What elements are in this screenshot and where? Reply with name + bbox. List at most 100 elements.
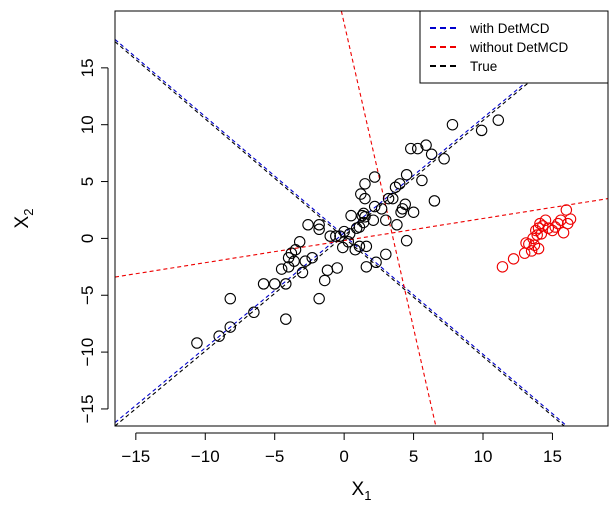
data-point [393,178,406,190]
data-point [370,256,382,269]
legend: with DetMCD without DetMCD True [419,10,609,84]
data-point [368,200,381,213]
fit-line-with-detmcd-1 [115,39,568,426]
legend-label: with DetMCD [469,21,550,36]
y-tick-label: 10 [78,115,97,134]
data-point [313,219,325,231]
data-point [536,220,549,232]
y-tick-label: −10 [78,338,97,367]
data-point [248,306,260,319]
data-point [360,240,373,253]
data-point [306,251,318,264]
data-point [386,192,399,205]
y-axis-title-base: X [12,215,33,228]
data-point [552,217,564,230]
legend-label: True [470,59,497,74]
y-tick-label: 5 [78,177,97,186]
data-point [407,206,420,218]
data-point [380,214,392,226]
data-point [318,274,331,287]
data-point [359,211,371,223]
y-tick-label: 0 [78,234,97,243]
y-axis-title: X2 [12,209,36,229]
data-point [331,262,343,274]
y-tick-label: −5 [78,286,97,305]
data-point [257,278,270,290]
data-point [324,230,337,242]
fit-line-without-detmcd-4 [115,198,608,278]
data-point [296,266,309,279]
data-point [525,245,538,257]
data-point [224,321,237,333]
data-point [275,263,288,275]
fit-line-without-detmcd-5 [340,11,437,426]
x-tick-label: 0 [339,447,348,466]
data-points [191,114,577,349]
y-tick-label: 15 [78,58,97,77]
data-point [302,219,314,231]
fit-line-true-3 [115,41,565,426]
legend-label: without DetMCD [469,40,569,55]
data-point [400,168,413,181]
data-point [400,234,413,247]
data-point [425,148,438,161]
data-point [496,261,509,273]
x-tick-label: −10 [191,447,220,466]
data-point [321,264,334,276]
x-axis-title: X1 [352,479,372,503]
data-point [213,330,225,342]
data-point [349,244,362,256]
x-axis-title-base: X [352,479,365,500]
y-axis-title-subscript: 2 [21,209,36,216]
data-point [391,219,403,231]
data-point [416,174,428,187]
data-point [280,313,292,325]
data-point [382,192,395,205]
x-axis: −15 −10 −5 0 5 10 15 [121,432,562,466]
data-point [367,214,380,226]
data-point [389,181,402,193]
data-point [353,240,366,253]
data-point [359,178,371,190]
data-point [546,224,559,237]
plot-area-border [114,10,609,427]
data-point [380,248,392,261]
data-point [539,214,552,226]
data-point [549,221,561,233]
data-point [420,139,432,151]
data-point [355,188,367,200]
data-point [428,195,441,207]
data-point [535,228,548,240]
data-point [475,124,488,137]
data-point [293,236,306,248]
fit-line-true-2 [115,16,608,426]
data-point [564,213,577,225]
data-point [368,171,381,183]
x-tick-label: 5 [409,447,418,466]
data-point [280,278,292,290]
data-point [345,209,357,222]
data-point [360,261,373,273]
data-point [268,278,281,290]
data-point [438,153,450,165]
data-point [285,247,298,259]
data-point [337,241,349,254]
x-tick-label: −5 [265,447,284,466]
data-point [299,255,312,267]
data-point [342,236,355,248]
data-point [507,253,520,265]
data-point [343,228,356,240]
data-point [446,118,459,131]
data-point [492,114,505,126]
x-tick-label: 15 [543,447,562,466]
data-point [531,229,543,241]
data-point [313,292,325,305]
data-point [411,142,424,155]
data-point [288,255,300,267]
x-tick-label: −15 [121,447,150,466]
y-axis: −15 −10 −5 0 5 10 15 [78,58,109,424]
data-point [313,223,325,236]
y-tick-label: −15 [78,395,97,424]
